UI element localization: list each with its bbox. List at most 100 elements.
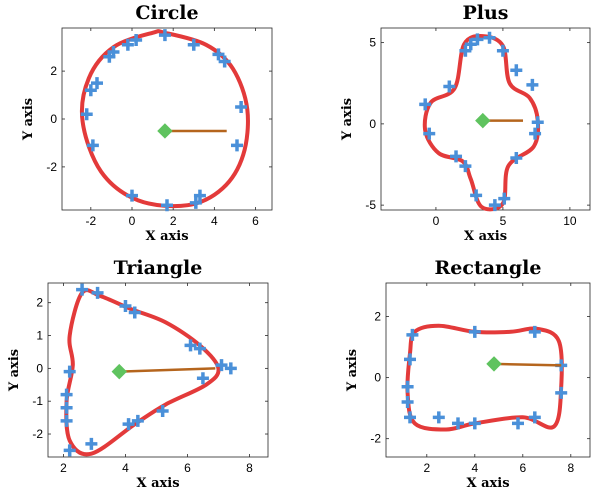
sample-point xyxy=(80,108,93,121)
chart-title: Rectangle xyxy=(435,257,542,279)
x-tick-label: 2 xyxy=(423,461,430,475)
y-tick-label: 0 xyxy=(50,112,57,126)
sample-point xyxy=(555,386,568,399)
sample-point xyxy=(60,401,73,414)
x-tick-label: 10 xyxy=(563,214,577,228)
chart-title: Triangle xyxy=(114,257,203,279)
sample-point xyxy=(459,160,472,173)
sample-point xyxy=(193,342,206,355)
y-axis-label: Y axis xyxy=(21,98,36,141)
y-axis-label: Y axis xyxy=(7,349,22,392)
sample-point xyxy=(459,44,472,57)
x-axis-label: X axis xyxy=(136,476,179,491)
x-tick-label: 4 xyxy=(122,461,129,475)
sample-point xyxy=(63,365,76,378)
x-tick-label: -2 xyxy=(85,214,96,228)
sample-point xyxy=(510,64,523,77)
y-tick-label: 0 xyxy=(36,361,43,375)
sample-point xyxy=(496,44,509,57)
sample-point xyxy=(121,38,134,51)
sample-point xyxy=(76,283,89,296)
sample-point xyxy=(528,325,541,338)
x-axis-label: X axis xyxy=(145,229,188,244)
chart-title: Circle xyxy=(135,2,198,24)
y-tick-label: -2 xyxy=(32,427,43,441)
center-marker xyxy=(111,363,127,380)
y-tick-label: 5 xyxy=(369,36,376,50)
y-axis-label: Y axis xyxy=(340,98,355,141)
sample-point xyxy=(498,192,511,205)
sample-point xyxy=(215,359,228,372)
sample-point xyxy=(528,411,541,424)
x-tick-label: 2 xyxy=(60,461,67,475)
sample-point xyxy=(193,189,206,202)
sample-point xyxy=(404,353,416,366)
sample-point xyxy=(443,80,456,93)
y-tick-label: 2 xyxy=(36,296,43,310)
y-tick-label: -5 xyxy=(365,198,376,212)
boundary-curve xyxy=(405,323,564,432)
x-tick-label: 2 xyxy=(170,214,177,228)
x-axis-label: X axis xyxy=(466,476,509,491)
y-tick-label: 0 xyxy=(369,117,376,131)
sample-point xyxy=(218,55,231,68)
sample-point xyxy=(468,417,481,430)
sample-point xyxy=(531,116,544,129)
sample-point xyxy=(488,199,501,212)
sample-point xyxy=(452,417,464,430)
sample-point xyxy=(468,325,481,338)
x-tick-label: 0 xyxy=(129,214,136,228)
sample-point xyxy=(512,417,524,430)
y-tick-label: 0 xyxy=(374,371,381,385)
y-tick-label: -2 xyxy=(370,432,381,446)
sample-point xyxy=(161,199,173,212)
sample-point xyxy=(510,152,523,164)
sample-point xyxy=(235,101,248,114)
sample-point xyxy=(128,306,141,319)
sample-point xyxy=(404,411,416,424)
sample-point xyxy=(86,139,99,152)
center-marker xyxy=(475,112,491,129)
sample-point xyxy=(130,33,143,46)
x-tick-label: 6 xyxy=(519,461,526,475)
sample-point xyxy=(158,29,171,42)
sample-point xyxy=(60,388,73,401)
sample-point xyxy=(483,31,496,44)
panel-rectangle: 2 4 6 8 -2 0 2 Rectangle X axis Y axis xyxy=(345,257,591,491)
x-tick-label: 6 xyxy=(184,461,191,475)
panel-plus: 0 5 10 -5 0 5 Plus X axis Y axis xyxy=(340,2,591,244)
axes-box xyxy=(47,282,269,458)
sample-point xyxy=(60,414,73,427)
boundary-curve xyxy=(422,34,541,212)
sample-point xyxy=(156,405,169,418)
sample-point xyxy=(471,33,484,46)
center-marker xyxy=(157,123,173,139)
sample-point xyxy=(401,396,414,409)
sample-point xyxy=(529,127,542,140)
y-tick-label: 2 xyxy=(374,310,381,324)
y-tick-label: 1 xyxy=(36,329,43,343)
sample-point xyxy=(196,372,209,385)
y-tick-label: -1 xyxy=(32,394,43,408)
sample-point xyxy=(119,299,132,312)
x-tick-label: 4 xyxy=(211,214,218,228)
x-tick-label: 8 xyxy=(246,461,253,475)
boundary-curve xyxy=(64,288,221,457)
sample-point xyxy=(184,339,197,352)
sample-point xyxy=(224,362,237,375)
sample-point xyxy=(122,418,135,431)
sample-point xyxy=(423,127,436,140)
panel-circle: -2 0 2 4 6 -2 0 2 Circle X axis Y axis xyxy=(21,2,273,244)
x-tick-label: 5 xyxy=(500,214,507,228)
sample-point xyxy=(464,38,477,51)
sample-point xyxy=(85,437,98,450)
center-marker xyxy=(486,356,502,372)
x-tick-label: 0 xyxy=(433,214,440,228)
y-tick-label: 2 xyxy=(50,64,57,78)
sample-point xyxy=(126,189,138,202)
sample-point xyxy=(470,189,483,202)
x-axis-label: X axis xyxy=(464,229,507,244)
y-axis-label: Y axis xyxy=(345,349,360,392)
sample-point xyxy=(91,77,103,90)
sample-point xyxy=(212,48,225,61)
